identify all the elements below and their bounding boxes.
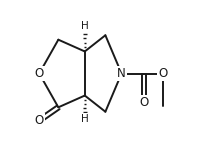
Text: O: O [139,96,148,109]
Text: O: O [35,114,44,127]
Text: H: H [81,114,89,124]
Text: H: H [81,21,89,31]
Text: N: N [117,67,126,80]
Text: O: O [35,67,44,80]
Text: O: O [158,67,167,80]
